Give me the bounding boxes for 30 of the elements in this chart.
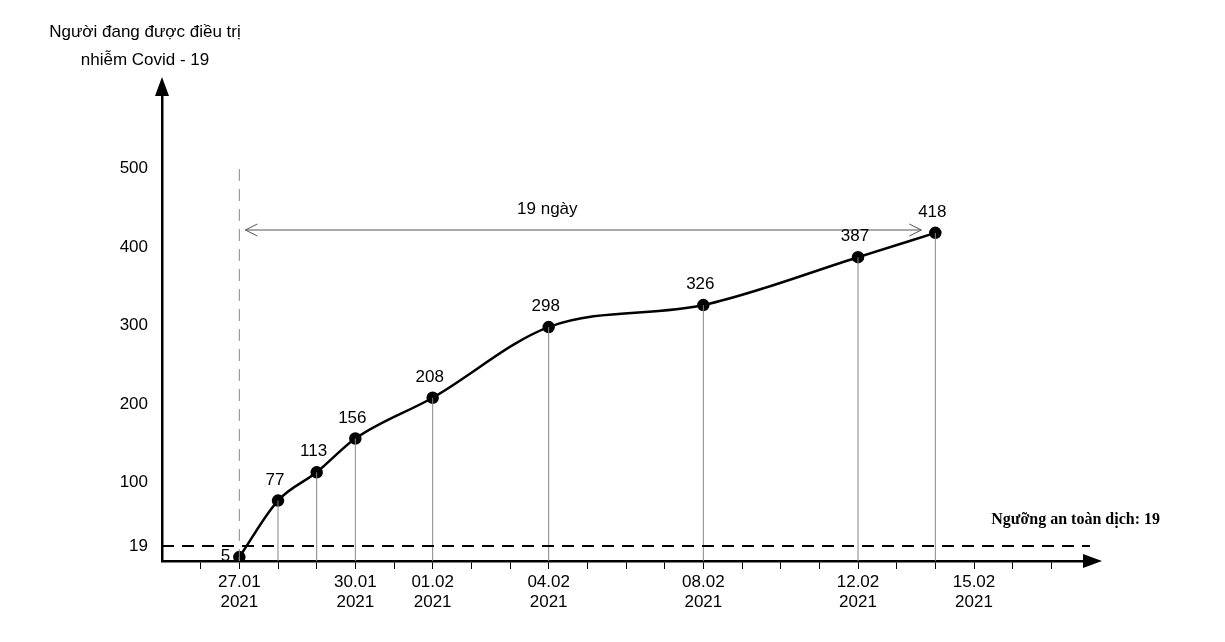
y-tick-label: 100	[119, 472, 148, 492]
y-tick-label: 300	[119, 315, 148, 335]
point	[542, 320, 555, 334]
y-axis-title: Người đang được điều trị nhiễm Covid - 19	[48, 21, 242, 71]
data-label: 418	[918, 202, 947, 222]
y-tick-label: 400	[119, 236, 148, 256]
data-label: 387	[840, 226, 870, 246]
point	[426, 391, 439, 404]
x-tick-label: 15.02 2021	[952, 571, 996, 612]
x-tick-label: 04.02 2021	[527, 571, 570, 612]
data-label: 77	[265, 469, 285, 489]
data-label: 208	[415, 366, 444, 386]
x-tick-label: 30.01 2021	[334, 571, 377, 612]
ref-line-label: Ngưỡng an toàn dịch: 19	[991, 510, 1160, 529]
point	[310, 466, 323, 479]
x-tick-label: 12.02 2021	[836, 571, 880, 612]
point	[697, 298, 710, 312]
data-label: 326	[686, 274, 715, 294]
y-tick-label: 200	[119, 393, 148, 413]
point	[349, 432, 362, 445]
x-tick-label: 08.02 2021	[682, 571, 725, 612]
point	[929, 226, 942, 240]
y-tick-label: 19	[129, 535, 148, 555]
data-label: 298	[531, 296, 560, 316]
data-label: 156	[338, 407, 367, 427]
y-tick-label: 500	[119, 158, 148, 178]
data-label: 113	[300, 441, 328, 461]
x-tick-label: 27.01 2021	[218, 571, 261, 612]
annotation: 19 ngày	[517, 199, 579, 219]
x-tick-label: 01.02 2021	[411, 571, 454, 612]
